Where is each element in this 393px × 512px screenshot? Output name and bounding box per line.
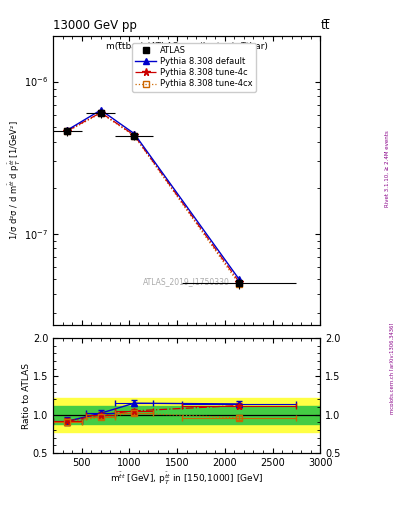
Pythia 8.308 tune-4c (132, 132, 136, 138)
Pythia 8.308 default (98, 107, 103, 113)
Legend: ATLAS, Pythia 8.308 default, Pythia 8.308 tune-4c, Pythia 8.308 tune-4cx: ATLAS, Pythia 8.308 default, Pythia 8.30… (132, 43, 255, 92)
Line: Pythia 8.308 tune-4cx: Pythia 8.308 tune-4cx (64, 111, 242, 287)
Text: mcplots.cern.ch [arXiv:1306.3436]: mcplots.cern.ch [arXiv:1306.3436] (390, 323, 393, 414)
Pythia 8.308 tune-4cx (98, 110, 103, 116)
Y-axis label: 1/σ d²σ / d m$^{\bar{t}t}$ d p$_T^{\bar{t}t}$ [1/GeV²]: 1/σ d²σ / d m$^{\bar{t}t}$ d p$_T^{\bar{… (7, 121, 23, 240)
Text: Rivet 3.1.10, ≥ 2.4M events: Rivet 3.1.10, ≥ 2.4M events (385, 131, 389, 207)
Pythia 8.308 tune-4c (237, 279, 242, 285)
X-axis label: m$^{\bar{t}t}$ [GeV], p$_T^{\bar{t}t}$ in [150,1000] [GeV]: m$^{\bar{t}t}$ [GeV], p$_T^{\bar{t}t}$ i… (110, 471, 263, 487)
Pythia 8.308 default (237, 276, 242, 283)
Pythia 8.308 default (65, 127, 70, 133)
Line: Pythia 8.308 default: Pythia 8.308 default (64, 107, 242, 283)
Pythia 8.308 tune-4cx (237, 281, 242, 287)
Y-axis label: Ratio to ATLAS: Ratio to ATLAS (22, 362, 31, 429)
Text: ATLAS_2019_I1750330: ATLAS_2019_I1750330 (143, 277, 230, 286)
Pythia 8.308 tune-4cx (65, 129, 70, 135)
Pythia 8.308 tune-4c (98, 110, 103, 116)
Text: tt̅: tt̅ (320, 19, 330, 32)
Pythia 8.308 tune-4c (65, 127, 70, 134)
Text: 13000 GeV pp: 13000 GeV pp (53, 19, 137, 32)
Pythia 8.308 default (132, 131, 136, 137)
Pythia 8.308 tune-4cx (132, 133, 136, 139)
Line: Pythia 8.308 tune-4c: Pythia 8.308 tune-4c (64, 109, 243, 286)
Text: m(t̅tbar) (ATLAS semileptonic t̅tbar): m(t̅tbar) (ATLAS semileptonic t̅tbar) (106, 41, 268, 51)
